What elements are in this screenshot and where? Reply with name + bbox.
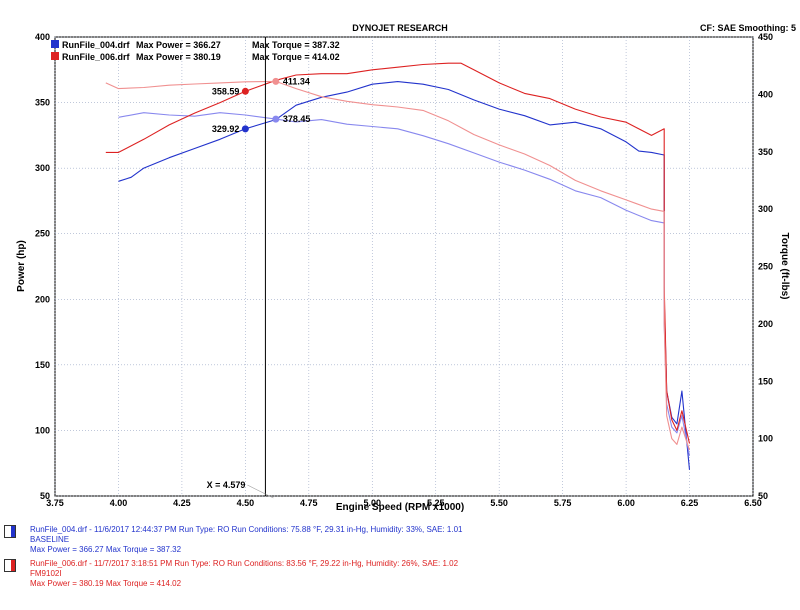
y2-tick-label: 50 (758, 491, 768, 501)
x-tick-label: 5.75 (554, 498, 572, 508)
y2-tick-label: 200 (758, 319, 773, 329)
y-tick-label: 150 (35, 360, 50, 370)
run-info-006-line3: Max Power = 380.19 Max Torque = 414.02 (30, 579, 182, 588)
y-tick-label: 350 (35, 98, 50, 108)
run-swatch-006[interactable] (4, 559, 16, 572)
legend-max-power-006: Max Power = 380.19 (136, 52, 221, 62)
legend-file-004: RunFile_004.drf (62, 40, 131, 50)
cursor-value-label: X = 4.579 (207, 480, 246, 490)
x-tick-label: 4.00 (110, 498, 128, 508)
annotation-marker (241, 125, 249, 133)
x-tick-label: 5.00 (364, 498, 382, 508)
chart-title: DYNOJET RESEARCH (352, 23, 448, 33)
x-tick-label: 4.50 (237, 498, 255, 508)
run-info-004-line3: Max Power = 366.27 Max Torque = 387.32 (30, 545, 182, 554)
run-info-004-line1: RunFile_004.drf - 11/6/2017 12:44:37 PM … (30, 525, 463, 534)
x-tick-label: 4.75 (300, 498, 318, 508)
x-tick-label: 5.50 (490, 498, 508, 508)
legend-max-power-004: Max Power = 366.27 (136, 40, 221, 50)
run-info-006: RunFile_006.drf - 11/7/2017 3:18:51 PM R… (4, 559, 459, 589)
series-line-torque-3 (105, 80, 691, 451)
y2-tick-label: 400 (758, 89, 773, 99)
y2-tick-label: 100 (758, 434, 773, 444)
run-info-006-line2: FM9102I (30, 569, 62, 578)
x-tick-label: 3.75 (46, 498, 64, 508)
run-info-006-line1: RunFile_006.drf - 11/7/2017 3:18:51 PM R… (30, 559, 459, 568)
run-swatch-004[interactable] (4, 525, 16, 538)
annotation-label: 378.45 (283, 114, 311, 124)
annotation-marker (241, 87, 249, 95)
y2-axis-label: Torque (ft-lbs) (779, 232, 790, 299)
x-axis-label: Engine Speed (RPM x1000) (336, 502, 464, 513)
run-info-004: RunFile_004.drf - 11/6/2017 12:44:37 PM … (4, 525, 463, 555)
x-tick-labels: 3.75 4.00 4.25 4.50 4.75 5.00 5.25 5.50 5.75 6.00… (46, 498, 762, 508)
y-tick-label: 300 (35, 163, 50, 173)
annotation-label: 358.59 (212, 86, 240, 96)
y2-tick-label: 250 (758, 262, 773, 272)
legend-max-torque-004: Max Torque = 387.32 (252, 40, 340, 50)
x-tick-label: 4.25 (173, 498, 191, 508)
x-tick-label: 6.00 (617, 498, 635, 508)
y-tick-label: 400 (35, 32, 50, 42)
x-tick-label: 6.50 (744, 498, 762, 508)
y-tick-label: 50 (40, 491, 50, 501)
series-group (105, 62, 691, 470)
cursor-leader-line (247, 484, 274, 499)
y-tick-label: 200 (35, 294, 50, 304)
dyno-chart: 3.75 4.00 4.25 4.50 4.75 5.00 5.25 5.50 5.75 6.00… (16, 23, 796, 513)
legend-max-torque-006: Max Torque = 414.02 (252, 52, 340, 62)
legend-file-006: RunFile_006.drf (62, 52, 131, 62)
grid (54, 36, 754, 497)
x-tick-label: 5.25 (427, 498, 445, 508)
y2-tick-label: 450 (758, 32, 773, 42)
x-tick-label: 6.25 (681, 498, 699, 508)
legend-swatch-run-006 (51, 52, 59, 60)
y2-tick-label: 350 (758, 147, 773, 157)
run-info-004-line2: BASELINE (30, 535, 70, 544)
annotation-label: 329.92 (212, 124, 240, 134)
y-axis-label: Power (hp) (16, 240, 27, 292)
y-tick-label: 250 (35, 229, 50, 239)
annotation-label: 411.34 (283, 76, 310, 86)
y2-tick-label: 150 (758, 376, 773, 386)
y-tick-label: 100 (35, 425, 50, 435)
annotation-marker (272, 115, 280, 123)
y-tick-labels: 50 100 150 200 250 300 350 400 (35, 32, 50, 501)
annotation-marker (272, 77, 280, 85)
y2-tick-label: 300 (758, 204, 773, 214)
legend: RunFile_004.drf Max Power = 366.27 Max T… (51, 40, 340, 62)
y2-tick-labels: 50 100 150 200 250 300 350 400 450 (758, 32, 773, 501)
plot-area (54, 36, 754, 497)
cf-smoothing-label: CF: SAE Smoothing: 5 (700, 23, 796, 33)
annotations: 329.92 358.59 378.45 411.34 (212, 76, 311, 499)
legend-swatch-run-004 (51, 40, 59, 48)
